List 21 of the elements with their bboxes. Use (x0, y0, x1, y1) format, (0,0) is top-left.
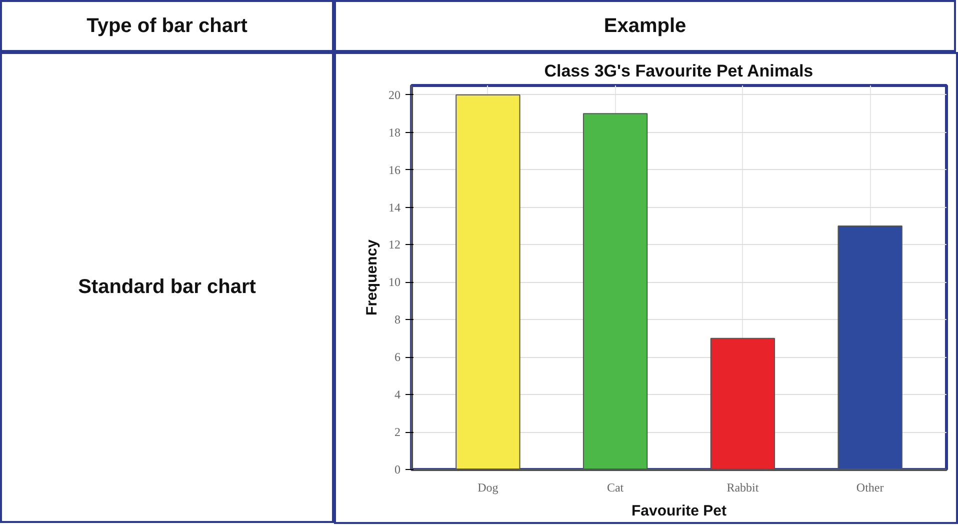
x-tick-label: Cat (606, 480, 624, 494)
text: Standard bar chart (78, 275, 256, 300)
y-tick-label: 18 (388, 125, 400, 140)
y-tick-label: 0 (394, 462, 400, 476)
text: Type of bar chart (86, 14, 248, 39)
x-tick-label: Dog (478, 480, 498, 494)
x-tick-label: Rabbit (726, 480, 760, 494)
y-tick-label: 14 (388, 200, 400, 214)
y-tick-label: 20 (388, 88, 400, 102)
y-tick-label: 10 (388, 275, 400, 290)
x-axis-title: Favourite Pet (631, 502, 727, 520)
y-tick-label: 2 (394, 425, 400, 440)
x-tick-label: Other (856, 480, 884, 494)
y-tick-label: 4 (394, 388, 400, 402)
y-tick-label: 12 (388, 238, 400, 252)
y-tick-label: 6 (394, 350, 400, 364)
y-tick-label: 16 (388, 162, 400, 177)
text: Example (604, 14, 686, 39)
y-tick-label: 8 (394, 312, 400, 327)
chart-title: Class 3G's Favourite Pet Animals (544, 62, 814, 80)
y-axis-title: Frequency (364, 238, 380, 316)
